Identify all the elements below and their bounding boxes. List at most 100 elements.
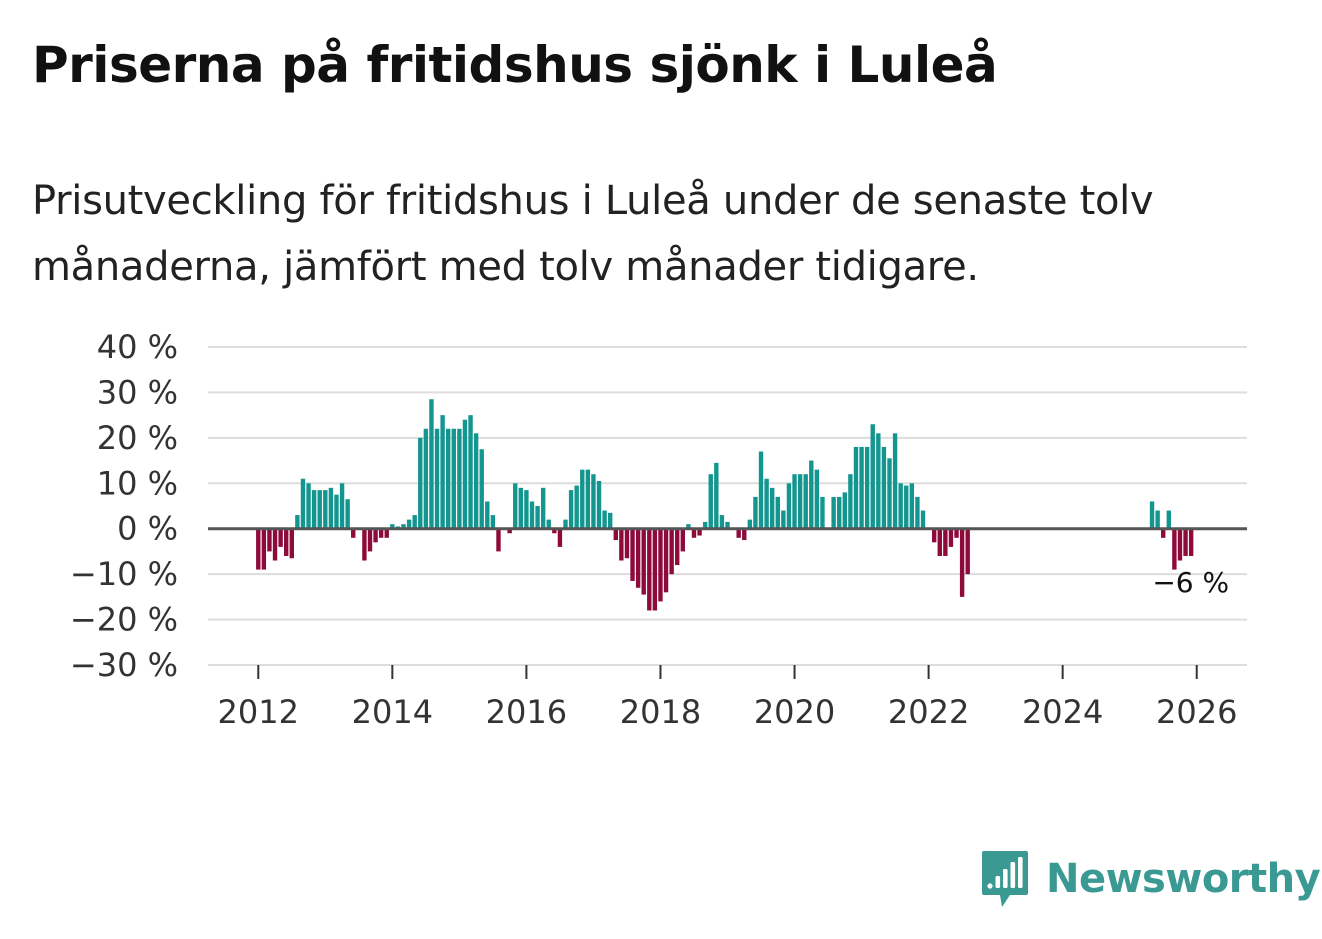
bar <box>317 490 322 529</box>
bar <box>507 528 512 534</box>
bar <box>429 399 434 529</box>
bar <box>954 528 959 538</box>
bar <box>390 524 395 529</box>
bar <box>574 485 579 529</box>
bar <box>675 528 680 566</box>
bar <box>635 528 641 588</box>
x-axis: 2012 2014 2016 2018 2020 2022 2024 2026 <box>218 665 1237 731</box>
bars <box>256 399 1194 611</box>
bar <box>842 492 847 529</box>
x-tick-label: 2012 <box>218 693 299 731</box>
bar <box>859 446 864 529</box>
bar <box>378 528 384 538</box>
bar <box>446 428 451 529</box>
x-tick-label: 2014 <box>352 693 433 731</box>
bar <box>568 490 574 529</box>
bar <box>769 487 775 529</box>
bar <box>887 458 892 529</box>
bar <box>814 469 820 529</box>
bar <box>306 483 311 529</box>
bar <box>362 528 367 561</box>
bar <box>513 483 518 529</box>
bar <box>1183 528 1188 556</box>
bar <box>652 528 658 611</box>
bar <box>373 528 378 543</box>
bar <box>920 510 926 529</box>
bar <box>272 528 278 561</box>
bar <box>613 528 618 541</box>
bar <box>328 487 334 529</box>
y-tick-label: −30 % <box>70 646 178 684</box>
y-tick-label: 30 % <box>97 373 178 411</box>
bar <box>418 437 423 529</box>
bar <box>658 528 663 602</box>
bar <box>278 528 283 547</box>
bar <box>959 528 965 597</box>
bar <box>641 528 646 595</box>
bar <box>535 506 540 529</box>
bar <box>742 528 747 541</box>
bar <box>261 528 267 570</box>
bar <box>892 433 898 529</box>
y-axis: 40 % 30 % 20 % 10 % 0 % −10 % −20 % −30 % <box>70 328 178 684</box>
bar <box>708 474 713 529</box>
bar <box>591 474 596 529</box>
bar <box>624 528 630 559</box>
y-tick-label: −20 % <box>70 601 178 639</box>
bar <box>691 528 697 538</box>
bar <box>462 419 468 529</box>
bar <box>797 474 803 529</box>
chart-title: Priserna på fritidshus sjönk i Luleå <box>32 36 998 94</box>
bar <box>473 433 479 529</box>
bar <box>295 515 300 529</box>
chart-subtitle: Prisutveckling för fritidshus i Luleå un… <box>32 178 1154 290</box>
bar <box>580 469 585 529</box>
bar <box>596 481 602 529</box>
bar <box>406 519 412 529</box>
gridlines <box>208 346 1247 666</box>
bar <box>585 469 591 529</box>
bar <box>1188 528 1194 556</box>
newsworthy-logo-icon <box>982 851 1028 907</box>
bar <box>345 499 350 529</box>
bar <box>518 487 524 529</box>
bar <box>758 451 764 529</box>
bar <box>339 483 345 529</box>
bar <box>468 415 473 529</box>
bar <box>423 428 429 529</box>
bar <box>786 483 792 529</box>
bar <box>630 528 635 581</box>
bar <box>853 446 859 529</box>
y-tick-label: 20 % <box>97 419 178 457</box>
y-tick-label: −10 % <box>70 555 178 593</box>
x-tick-label: 2016 <box>486 693 567 731</box>
bar <box>401 524 406 529</box>
bar <box>948 528 954 547</box>
bar <box>608 512 613 529</box>
y-tick-label: 40 % <box>97 328 178 366</box>
bar <box>837 496 842 529</box>
bar <box>311 490 317 529</box>
brand-name: Newsworthy <box>1046 856 1321 902</box>
x-tick-label: 2026 <box>1156 693 1237 731</box>
bar <box>351 528 356 538</box>
bar <box>686 524 691 529</box>
bar <box>965 528 970 575</box>
bar <box>529 501 535 529</box>
bar <box>864 446 870 529</box>
bar <box>937 528 942 556</box>
x-tick-label: 2022 <box>888 693 969 731</box>
bar <box>540 487 546 529</box>
bar <box>876 433 881 529</box>
bar <box>663 528 669 593</box>
bar <box>915 496 920 529</box>
bar <box>256 528 261 570</box>
bar <box>479 449 484 529</box>
bar <box>412 515 417 529</box>
bar <box>563 519 568 529</box>
bar <box>434 428 440 529</box>
bar <box>1161 528 1166 538</box>
bar <box>909 483 915 529</box>
bar <box>485 501 490 529</box>
bar <box>831 496 836 529</box>
